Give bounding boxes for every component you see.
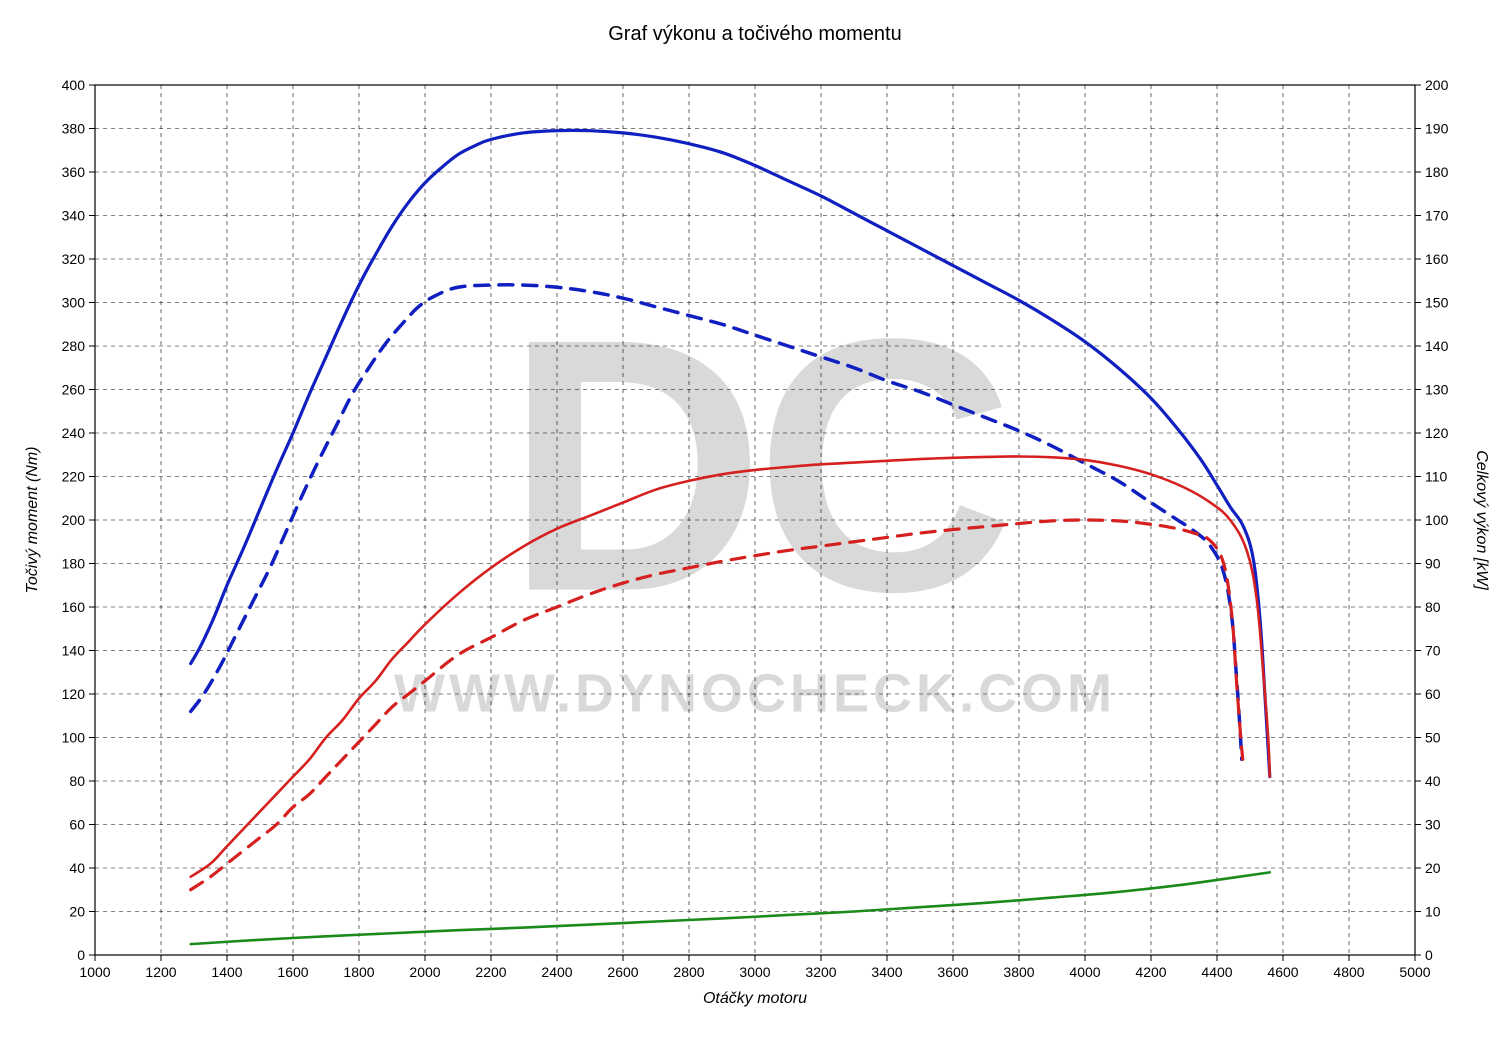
svg-text:140: 140 [62, 643, 86, 659]
svg-text:3800: 3800 [1003, 964, 1034, 980]
svg-text:340: 340 [62, 208, 86, 224]
svg-text:80: 80 [1425, 599, 1441, 615]
svg-text:0: 0 [1425, 947, 1433, 963]
svg-text:3600: 3600 [937, 964, 968, 980]
svg-text:90: 90 [1425, 556, 1441, 572]
svg-text:2200: 2200 [475, 964, 506, 980]
svg-text:4800: 4800 [1333, 964, 1364, 980]
svg-text:180: 180 [1425, 164, 1449, 180]
svg-text:120: 120 [62, 686, 86, 702]
svg-text:120: 120 [1425, 425, 1449, 441]
svg-text:40: 40 [69, 860, 85, 876]
svg-text:4600: 4600 [1267, 964, 1298, 980]
svg-text:280: 280 [62, 338, 86, 354]
svg-text:1400: 1400 [211, 964, 242, 980]
svg-text:1800: 1800 [343, 964, 374, 980]
svg-text:100: 100 [1425, 512, 1449, 528]
svg-text:110: 110 [1425, 469, 1448, 485]
svg-text:320: 320 [62, 251, 86, 267]
svg-text:140: 140 [1425, 338, 1449, 354]
svg-text:2800: 2800 [673, 964, 704, 980]
svg-text:160: 160 [1425, 251, 1449, 267]
svg-text:60: 60 [1425, 686, 1441, 702]
svg-text:300: 300 [62, 295, 86, 311]
svg-text:2600: 2600 [607, 964, 638, 980]
svg-text:400: 400 [62, 77, 86, 93]
svg-text:3200: 3200 [805, 964, 836, 980]
x-axis-label: Otáčky motoru [703, 990, 807, 1007]
dyno-chart: Graf výkonu a točivého momentuDCWWW.DYNO… [0, 0, 1500, 1041]
svg-text:190: 190 [1425, 121, 1449, 137]
y-left-axis-label: Točivý moment (Nm) [24, 447, 41, 594]
svg-text:200: 200 [62, 512, 86, 528]
svg-text:80: 80 [69, 773, 85, 789]
svg-text:20: 20 [69, 904, 85, 920]
svg-text:70: 70 [1425, 643, 1441, 659]
chart-svg: Graf výkonu a točivého momentuDCWWW.DYNO… [0, 0, 1500, 1041]
svg-text:60: 60 [69, 817, 85, 833]
svg-text:DC: DC [505, 265, 1008, 667]
svg-text:4400: 4400 [1201, 964, 1232, 980]
svg-text:170: 170 [1425, 208, 1449, 224]
svg-text:100: 100 [62, 730, 86, 746]
svg-text:220: 220 [62, 469, 86, 485]
svg-text:5000: 5000 [1399, 964, 1430, 980]
svg-text:1600: 1600 [277, 964, 308, 980]
svg-text:1200: 1200 [145, 964, 176, 980]
svg-text:380: 380 [62, 121, 86, 137]
svg-text:50: 50 [1425, 730, 1441, 746]
svg-text:150: 150 [1425, 295, 1449, 311]
y-right-axis-label: Celkový výkon [kW] [1473, 450, 1490, 590]
svg-text:20: 20 [1425, 860, 1441, 876]
chart-title: Graf výkonu a točivého momentu [608, 23, 901, 45]
svg-text:40: 40 [1425, 773, 1441, 789]
svg-text:2400: 2400 [541, 964, 572, 980]
svg-text:130: 130 [1425, 382, 1449, 398]
svg-text:2000: 2000 [409, 964, 440, 980]
svg-text:200: 200 [1425, 77, 1449, 93]
svg-text:180: 180 [62, 556, 86, 572]
svg-text:360: 360 [62, 164, 86, 180]
svg-text:3000: 3000 [739, 964, 770, 980]
svg-text:10: 10 [1425, 904, 1441, 920]
svg-text:260: 260 [62, 382, 86, 398]
svg-text:240: 240 [62, 425, 86, 441]
svg-text:1000: 1000 [79, 964, 110, 980]
svg-text:4200: 4200 [1135, 964, 1166, 980]
svg-text:4000: 4000 [1069, 964, 1100, 980]
svg-text:160: 160 [62, 599, 86, 615]
svg-text:3400: 3400 [871, 964, 902, 980]
svg-text:30: 30 [1425, 817, 1441, 833]
svg-text:0: 0 [77, 947, 85, 963]
